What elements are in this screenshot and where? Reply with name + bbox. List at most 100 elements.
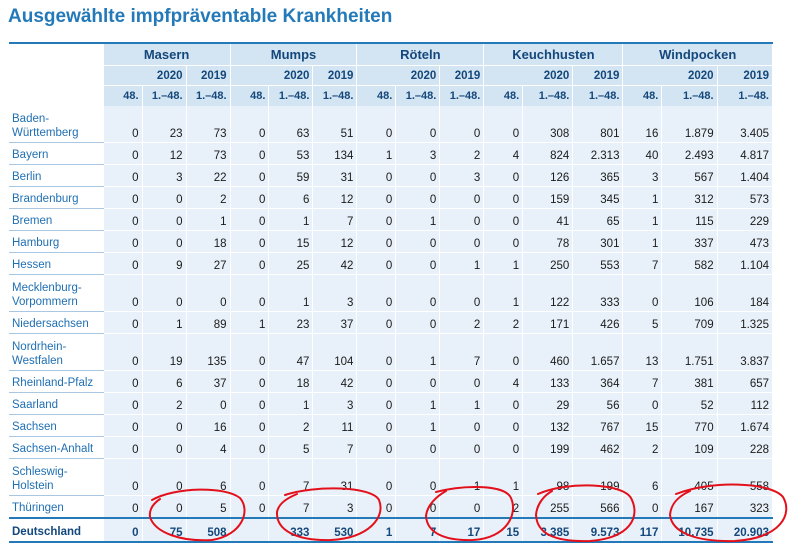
value-cell: 0 bbox=[483, 392, 524, 415]
value-cell: 767 bbox=[572, 414, 624, 437]
value-cell: 323 bbox=[717, 495, 774, 519]
value-cell: 0 bbox=[439, 230, 485, 253]
state-name: Bayern bbox=[9, 142, 104, 165]
value-cell: 5 bbox=[268, 436, 314, 459]
table-row: Hamburg 0 0 18 0 15 12 0 0 0 0 78 301 1 337 473 bbox=[9, 230, 774, 253]
value-cell: 1 bbox=[483, 252, 524, 275]
state-name: Brandenburg bbox=[9, 186, 104, 209]
week-header: 1.–48. bbox=[186, 85, 231, 106]
value-cell: 63 bbox=[268, 106, 314, 143]
value-cell: 0 bbox=[142, 274, 187, 312]
value-cell: 381 bbox=[661, 370, 718, 393]
value-cell: 0 bbox=[229, 274, 270, 312]
value-cell: 553 bbox=[572, 252, 624, 275]
value-cell: 6 bbox=[622, 458, 663, 496]
value-cell: 0 bbox=[395, 436, 441, 459]
value-cell: 159 bbox=[522, 186, 574, 209]
value-cell: 13 bbox=[622, 333, 663, 371]
value-cell: 3.837 bbox=[717, 333, 774, 371]
value-cell: 573 bbox=[717, 186, 774, 209]
value-cell: 1.325 bbox=[717, 311, 774, 334]
week-header: 48. bbox=[622, 85, 663, 106]
value-cell: 312 bbox=[661, 186, 718, 209]
value-cell: 0 bbox=[395, 458, 441, 496]
value-cell: 7 bbox=[622, 370, 663, 393]
value-cell: 12 bbox=[142, 142, 187, 165]
year-header: 2020 bbox=[356, 65, 441, 86]
header-corner bbox=[9, 42, 104, 66]
value-cell: 0 bbox=[229, 252, 270, 275]
week-header: 1.–48. bbox=[312, 85, 358, 106]
value-cell: 6 bbox=[186, 458, 231, 496]
value-cell: 567 bbox=[661, 164, 718, 187]
value-cell: 10.735 bbox=[661, 517, 718, 543]
value-cell: 171 bbox=[522, 311, 574, 334]
value-cell: 250 bbox=[522, 252, 574, 275]
value-cell: 364 bbox=[572, 370, 624, 393]
value-cell: 184 bbox=[717, 274, 774, 312]
year-header: 2019 bbox=[186, 65, 231, 86]
value-cell: 426 bbox=[572, 311, 624, 334]
value-cell: 345 bbox=[572, 186, 624, 209]
value-cell: 1 bbox=[622, 186, 663, 209]
value-cell: 1 bbox=[483, 458, 524, 496]
value-cell: 126 bbox=[522, 164, 574, 187]
value-cell: 1 bbox=[229, 311, 270, 334]
value-cell: 1 bbox=[439, 252, 485, 275]
value-cell: 1 bbox=[395, 333, 441, 371]
table-header: Masern Mumps Röteln Keuchhusten Windpocken 2… bbox=[9, 42, 774, 106]
value-cell: 460 bbox=[522, 333, 574, 371]
header-corner bbox=[9, 85, 104, 106]
value-cell: 199 bbox=[522, 436, 574, 459]
page-title: Ausgewählte impfpräventable Krankheiten bbox=[8, 6, 393, 27]
value-cell: 508 bbox=[186, 517, 231, 543]
value-cell: 0 bbox=[395, 186, 441, 209]
value-cell: 0 bbox=[356, 252, 397, 275]
value-cell: 0 bbox=[102, 392, 143, 415]
value-cell: 0 bbox=[356, 230, 397, 253]
value-cell: 6 bbox=[142, 370, 187, 393]
value-cell: 2 bbox=[483, 495, 524, 519]
state-name: Hamburg bbox=[9, 230, 104, 253]
state-name: Sachsen-Anhalt bbox=[9, 436, 104, 459]
value-cell: 0 bbox=[102, 252, 143, 275]
value-cell: 65 bbox=[572, 208, 624, 231]
value-cell: 133 bbox=[522, 370, 574, 393]
state-name: Mecklenburg- Vorpommern bbox=[9, 274, 104, 312]
value-cell: 3 bbox=[622, 164, 663, 187]
value-cell: 2 bbox=[186, 186, 231, 209]
value-cell: 1 bbox=[356, 517, 397, 543]
value-cell: 2.313 bbox=[572, 142, 624, 165]
value-cell: 167 bbox=[661, 495, 718, 519]
value-cell: 1.657 bbox=[572, 333, 624, 371]
week-header: 1.–48. bbox=[142, 85, 187, 106]
value-cell: 2 bbox=[439, 142, 485, 165]
value-cell: 59 bbox=[268, 164, 314, 187]
table-row: Bremen 0 0 1 0 1 7 0 1 0 0 41 65 1 115 229 bbox=[9, 208, 774, 231]
value-cell: 0 bbox=[395, 495, 441, 519]
value-cell: 51 bbox=[312, 106, 358, 143]
value-cell: 89 bbox=[186, 311, 231, 334]
disease-header: Mumps bbox=[229, 42, 358, 66]
value-cell: 27 bbox=[186, 252, 231, 275]
value-cell: 0 bbox=[395, 230, 441, 253]
table-row: Rheinland-Pfalz 0 6 37 0 18 42 0 0 0 4 133 364 7 381 65… bbox=[9, 370, 774, 393]
week-header: 48. bbox=[229, 85, 270, 106]
value-cell: 132 bbox=[522, 414, 574, 437]
value-cell: 0 bbox=[356, 106, 397, 143]
value-cell: 0 bbox=[439, 274, 485, 312]
value-cell: 2 bbox=[439, 311, 485, 334]
value-cell: 7 bbox=[439, 333, 485, 371]
value-cell: 308 bbox=[522, 106, 574, 143]
value-cell: 0 bbox=[102, 186, 143, 209]
week-header: 48. bbox=[483, 85, 524, 106]
value-cell: 337 bbox=[661, 230, 718, 253]
total-row: Deutschland 0 75 508 333 530 1 7 17 15 3.385 9.573 1… bbox=[9, 517, 774, 543]
value-cell: 0 bbox=[102, 495, 143, 519]
value-cell: 2 bbox=[268, 414, 314, 437]
table-row: Brandenburg 0 0 2 0 6 12 0 0 0 0 159 345 1 312 573 bbox=[9, 186, 774, 209]
value-cell: 558 bbox=[717, 458, 774, 496]
value-cell: 16 bbox=[186, 414, 231, 437]
value-cell: 0 bbox=[102, 274, 143, 312]
value-cell: 0 bbox=[229, 106, 270, 143]
